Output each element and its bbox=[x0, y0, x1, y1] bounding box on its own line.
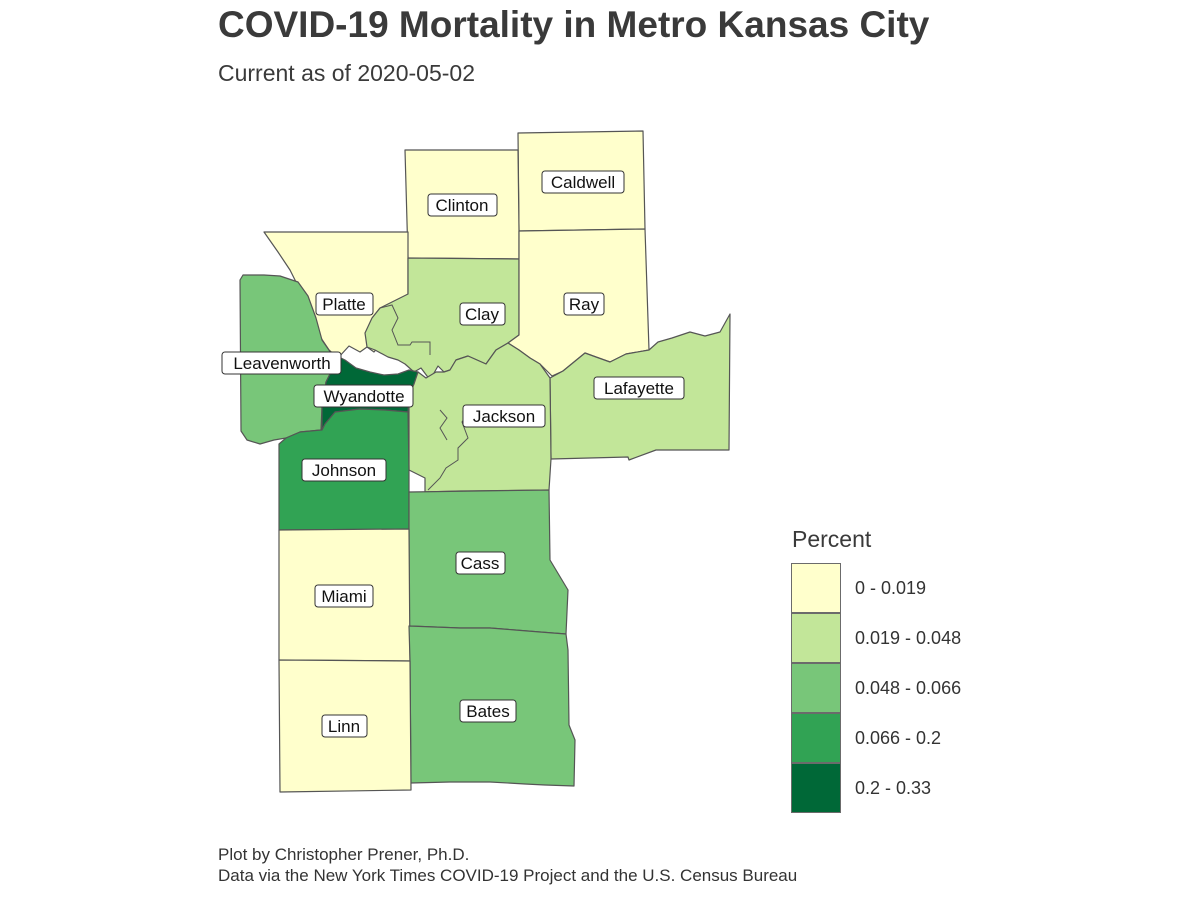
county-label-text: Bates bbox=[466, 702, 509, 721]
caption-line-author: Plot by Christopher Prener, Ph.D. bbox=[218, 845, 470, 864]
label-cass: Cass bbox=[455, 551, 506, 575]
label-linn: Linn bbox=[321, 714, 368, 738]
county-label-text: Platte bbox=[322, 295, 365, 314]
legend-title: Percent bbox=[792, 526, 872, 552]
map-subtitle: Current as of 2020-05-02 bbox=[218, 60, 475, 86]
county-label-text: Clay bbox=[465, 305, 500, 324]
county-label-text: Leavenworth bbox=[233, 354, 330, 373]
map-title: COVID-19 Mortality in Metro Kansas City bbox=[218, 4, 930, 45]
label-jackson: Jackson bbox=[462, 404, 546, 428]
county-label-text: Clinton bbox=[436, 196, 489, 215]
legend-label: 0.048 - 0.066 bbox=[855, 678, 962, 698]
label-bates: Bates bbox=[459, 699, 517, 723]
legend-swatch bbox=[791, 563, 841, 613]
county-label-text: Ray bbox=[569, 295, 600, 314]
legend-label: 0 - 0.019 bbox=[855, 578, 927, 598]
legend-label: 0.019 - 0.048 bbox=[855, 628, 962, 648]
county-label-text: Cass bbox=[461, 554, 500, 573]
county-label-text: Lafayette bbox=[604, 379, 674, 398]
county-label-text: Miami bbox=[321, 587, 366, 606]
legend-swatch bbox=[791, 613, 841, 663]
label-clay: Clay bbox=[459, 302, 506, 326]
county-label-text: Jackson bbox=[473, 407, 535, 426]
county-label-text: Caldwell bbox=[551, 173, 615, 192]
label-lafayette: Lafayette bbox=[593, 376, 685, 400]
caption-line-source: Data via the New York Times COVID-19 Pro… bbox=[218, 866, 798, 885]
label-clinton: Clinton bbox=[427, 193, 498, 217]
county-label-text: Linn bbox=[328, 717, 360, 736]
label-johnson: Johnson bbox=[301, 458, 387, 482]
label-leavenworth: Leavenworth bbox=[221, 351, 342, 375]
label-caldwell: Caldwell bbox=[541, 170, 625, 194]
county-label-text: Johnson bbox=[312, 461, 376, 480]
label-wyandotte: Wyandotte bbox=[313, 384, 414, 408]
legend-swatch bbox=[791, 763, 841, 813]
legend-label: 0.2 - 0.33 bbox=[855, 778, 932, 798]
legend-label: 0.066 - 0.2 bbox=[855, 728, 942, 748]
label-platte: Platte bbox=[315, 292, 374, 316]
county-label-text: Wyandotte bbox=[323, 387, 404, 406]
county-labels: Caldwell Clinton Platte Clay Ray Leavenw… bbox=[221, 170, 685, 738]
legend-swatch bbox=[791, 713, 841, 763]
label-miami: Miami bbox=[314, 584, 374, 608]
legend-swatch bbox=[791, 663, 841, 713]
label-ray: Ray bbox=[563, 292, 605, 316]
caption: Plot by Christopher Prener, Ph.D. Data v… bbox=[218, 844, 797, 886]
